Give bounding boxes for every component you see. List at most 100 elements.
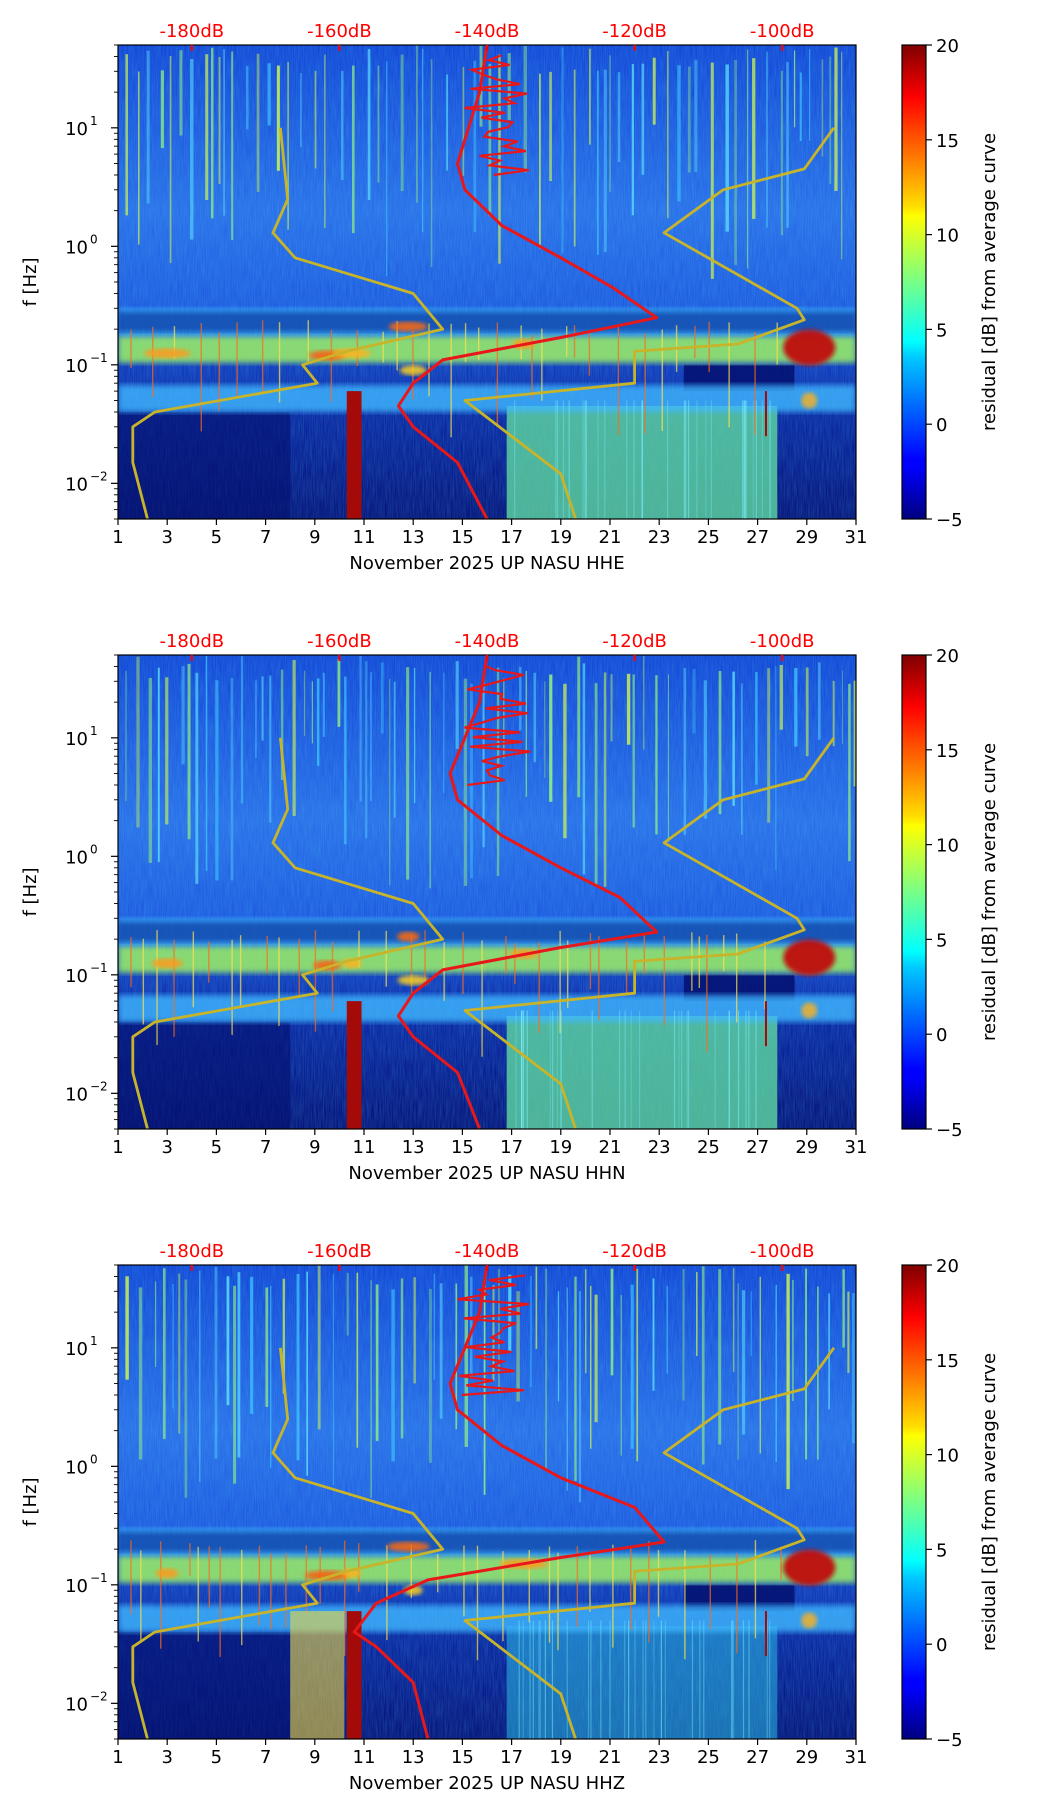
lf-streak <box>330 329 333 402</box>
lf-streak <box>410 1544 412 1599</box>
hf-streak <box>211 47 214 219</box>
hf-streak <box>205 54 209 200</box>
lf-streak <box>463 1545 465 1617</box>
lf-streak <box>538 1620 540 1739</box>
hf-streak <box>667 50 669 219</box>
hf-streak <box>337 659 341 727</box>
hf-streak <box>370 1280 372 1499</box>
hf-streak <box>617 72 621 163</box>
x-tick-label: 5 <box>211 1137 222 1158</box>
x-tick-label: 1 <box>112 1747 123 1768</box>
hf-streak <box>311 681 313 744</box>
hf-streak <box>498 1268 500 1392</box>
lf-streak <box>549 1010 551 1129</box>
hf-streak <box>324 54 326 229</box>
lf-streak <box>197 1546 199 1642</box>
lf-streak <box>285 1553 287 1628</box>
x-tick-label: 13 <box>402 1747 425 1768</box>
lf-streak <box>130 937 132 988</box>
hf-streak <box>300 73 302 148</box>
lf-streak <box>612 1544 614 1648</box>
lf-streak <box>681 1010 683 1129</box>
lf-streak <box>732 1620 734 1739</box>
lf-streak <box>443 942 445 1001</box>
red-psd-curve-hf <box>464 664 531 787</box>
x-tick-label: 15 <box>451 1747 474 1768</box>
colorbar-tick-label: 10 <box>936 1446 959 1467</box>
x-tick-label: 31 <box>845 1137 868 1158</box>
hf-streak <box>146 50 150 204</box>
hf-streak <box>549 71 552 182</box>
y-tick-exponent: −2 <box>90 1689 108 1703</box>
hf-streak <box>488 63 492 217</box>
hf-streak <box>732 1268 735 1372</box>
lf-streak <box>737 1010 740 1129</box>
lf-streak <box>589 933 592 990</box>
lf-streak <box>532 1620 534 1739</box>
hf-streak <box>632 674 635 828</box>
colorbar-tick-label: 20 <box>936 646 959 667</box>
lf-streak <box>776 322 778 365</box>
x-tick-label: 19 <box>549 527 572 548</box>
hf-streak <box>190 59 194 240</box>
hf-streak <box>162 1268 166 1440</box>
hf-streak <box>473 60 477 232</box>
lf-streak <box>496 322 499 426</box>
lf-streak <box>573 325 576 358</box>
lowfreq-high-residual <box>506 1625 778 1739</box>
hf-streak <box>655 675 658 835</box>
lf-streak <box>691 932 693 991</box>
energy-spot <box>399 365 427 376</box>
lf-streak <box>673 1010 676 1129</box>
lf-streak <box>270 1553 272 1630</box>
hf-streak <box>344 676 347 845</box>
red-psd-curve <box>396 655 659 1129</box>
y-tick-exponent: 1 <box>90 724 98 738</box>
hf-streak <box>269 675 272 823</box>
energy-spot <box>388 321 428 332</box>
lf-streak <box>628 1620 630 1739</box>
top-db-tick-label: -160dB <box>307 631 372 652</box>
hf-streak <box>280 669 284 781</box>
x-tick-label: 23 <box>648 1137 671 1158</box>
colorbar-label: residual [dB] from average curve <box>979 133 1000 431</box>
hf-streak <box>380 662 384 734</box>
lf-streak <box>526 1010 528 1129</box>
lf-streak <box>522 1620 524 1739</box>
hf-streak <box>610 674 613 742</box>
lf-streak <box>556 400 558 519</box>
heatmap-area <box>118 1265 856 1739</box>
lf-streak <box>736 933 738 1023</box>
lf-streak <box>644 333 646 434</box>
x-tick-label: 13 <box>402 527 425 548</box>
lf-streak <box>450 323 452 438</box>
hf-streak <box>240 656 244 804</box>
hf-streak <box>809 49 811 141</box>
hf-streak <box>563 683 567 839</box>
hf-streak <box>805 1268 807 1460</box>
lf-streak <box>428 323 430 397</box>
hf-streak <box>462 66 465 176</box>
hf-streak <box>610 1268 614 1376</box>
y-tick-label: 10 <box>65 1084 88 1105</box>
hf-streak <box>732 671 735 806</box>
hf-streak <box>577 656 581 798</box>
hf-streak <box>780 70 783 236</box>
hf-streak <box>184 1279 188 1498</box>
hf-streak <box>356 1272 359 1448</box>
hf-streak <box>767 668 771 823</box>
hf-streak <box>296 1273 300 1461</box>
x-axis-label: November 2025 UP NASU HHN <box>348 1163 625 1184</box>
hf-streak <box>154 1281 157 1368</box>
hf-streak <box>498 54 501 264</box>
lf-streak <box>731 1620 733 1739</box>
red-psd-curve <box>396 45 659 519</box>
x-tick-label: 11 <box>353 1747 376 1768</box>
lf-streak <box>521 1010 523 1129</box>
hf-streak <box>842 670 844 745</box>
lf-streak <box>630 1010 632 1129</box>
lf-streak <box>736 1553 738 1654</box>
hf-streak <box>589 48 591 145</box>
